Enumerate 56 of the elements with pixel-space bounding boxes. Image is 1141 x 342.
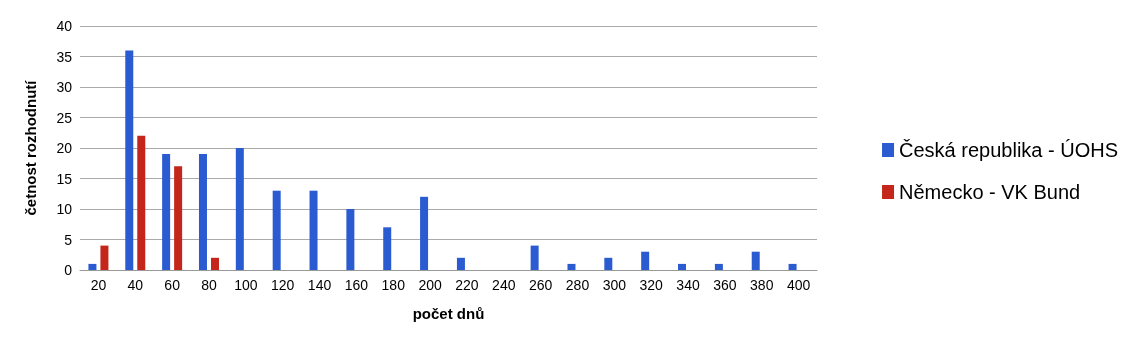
bar xyxy=(567,263,576,270)
bar xyxy=(641,251,650,270)
x-tick-label: 20 xyxy=(90,277,107,293)
bar xyxy=(100,245,109,270)
x-tick-label: 180 xyxy=(381,277,406,293)
x-tick-label: 200 xyxy=(418,277,442,293)
bar xyxy=(272,190,281,270)
x-tick-label: 60 xyxy=(164,277,181,293)
y-tick-label: 35 xyxy=(56,48,73,65)
y-axis-title: četnost rozhodnutí xyxy=(22,79,39,216)
y-tick-label: 5 xyxy=(64,231,73,248)
x-axis-title: počet dnů xyxy=(412,305,485,322)
bar xyxy=(788,263,797,270)
legend-label: Německo - VK Bund xyxy=(899,181,1081,203)
x-tick-label: 340 xyxy=(676,277,700,293)
bar xyxy=(346,209,355,270)
x-tick-label: 300 xyxy=(602,277,627,293)
bar xyxy=(751,251,760,270)
bar xyxy=(137,135,146,270)
bar xyxy=(714,263,723,270)
y-tick-label: 10 xyxy=(56,201,73,217)
x-tick-label: 320 xyxy=(639,277,664,293)
x-tick-label: 40 xyxy=(127,277,144,293)
bar xyxy=(174,166,183,270)
y-tick-label: 20 xyxy=(56,140,73,156)
y-tick-label: 0 xyxy=(64,262,73,278)
x-tick-label: 360 xyxy=(713,277,737,293)
y-tick-label: 25 xyxy=(56,109,73,126)
bar xyxy=(383,227,392,270)
y-tick-label: 15 xyxy=(56,170,73,187)
x-tick-label: 260 xyxy=(528,277,553,293)
x-tick-label: 160 xyxy=(344,277,369,293)
x-tick-label: 140 xyxy=(307,277,332,293)
bar xyxy=(162,154,171,270)
legend-label: Česká republika - ÚOHS xyxy=(899,139,1118,161)
x-tick-label: 400 xyxy=(786,277,811,293)
y-tick-label: 40 xyxy=(56,18,73,34)
bar xyxy=(678,263,687,270)
y-tick-label: 30 xyxy=(56,79,73,95)
bar xyxy=(530,245,539,270)
x-tick-label: 220 xyxy=(455,277,479,293)
x-tick-label: 120 xyxy=(271,277,295,293)
x-tick-label: 280 xyxy=(565,277,590,293)
bar xyxy=(235,148,244,270)
bar xyxy=(198,154,207,270)
bar xyxy=(309,190,318,270)
bar xyxy=(125,50,134,270)
bar xyxy=(420,196,429,270)
bar xyxy=(88,263,97,270)
bar xyxy=(456,257,465,270)
bar xyxy=(210,257,219,270)
bar xyxy=(604,257,613,270)
x-tick-label: 80 xyxy=(201,277,217,293)
x-tick-label: 100 xyxy=(234,277,258,293)
x-tick-label: 240 xyxy=(492,277,516,293)
x-tick-label: 380 xyxy=(750,277,774,293)
